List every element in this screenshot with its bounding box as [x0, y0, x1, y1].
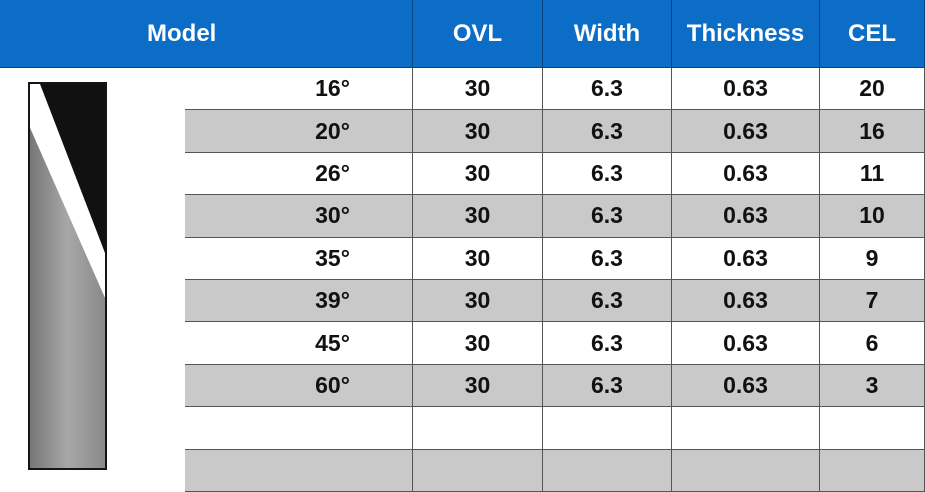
data-cell: 30: [413, 152, 543, 196]
empty-cell: [543, 449, 672, 492]
data-cell: 30: [413, 195, 543, 238]
data-cell: 30: [413, 110, 543, 153]
data-cell: 30: [413, 364, 543, 408]
data-cell: 7: [820, 280, 925, 323]
model-cell: 20°: [185, 110, 413, 153]
data-cell: 3: [820, 364, 925, 408]
data-cell: 6: [820, 322, 925, 365]
data-cell: 30: [413, 237, 543, 280]
data-cell: 30: [413, 280, 543, 323]
empty-cell: [672, 449, 820, 492]
data-cell: 0.63: [672, 152, 820, 196]
empty-cell: [820, 407, 925, 450]
data-cell: 30: [413, 68, 543, 111]
header-cell: Model: [0, 0, 413, 68]
empty-cell: [413, 407, 543, 450]
empty-cell: [543, 407, 672, 450]
data-cell: 0.63: [672, 280, 820, 323]
data-cell: 20: [820, 68, 925, 111]
data-cell: 0.63: [672, 195, 820, 238]
empty-cell: [413, 449, 543, 492]
data-cell: 16: [820, 110, 925, 153]
data-cell: 0.63: [672, 322, 820, 365]
header-cell: OVL: [413, 0, 543, 68]
header-cell: Width: [543, 0, 672, 68]
data-cell: 0.63: [672, 110, 820, 153]
header-cell: Thickness: [672, 0, 820, 68]
data-cell: 6.3: [543, 68, 672, 111]
model-cell: 60°: [185, 364, 413, 408]
empty-cell: [185, 449, 413, 492]
data-cell: 0.63: [672, 68, 820, 111]
empty-cell: [820, 449, 925, 492]
model-cell: 30°: [185, 195, 413, 238]
blade-image: [28, 82, 107, 470]
model-cell: 39°: [185, 280, 413, 323]
data-cell: 6.3: [543, 152, 672, 196]
data-cell: 6.3: [543, 280, 672, 323]
data-cell: 0.63: [672, 237, 820, 280]
data-cell: 0.63: [672, 364, 820, 408]
header-cell: CEL: [820, 0, 925, 68]
model-cell: 35°: [185, 237, 413, 280]
data-cell: 6.3: [543, 322, 672, 365]
data-cell: 6.3: [543, 195, 672, 238]
data-cell: 6.3: [543, 110, 672, 153]
data-cell: 6.3: [543, 237, 672, 280]
data-cell: 11: [820, 152, 925, 196]
data-cell: 6.3: [543, 364, 672, 408]
data-cell: 10: [820, 195, 925, 238]
empty-cell: [672, 407, 820, 450]
empty-cell: [185, 407, 413, 450]
model-cell: 16°: [185, 68, 413, 111]
data-cell: 9: [820, 237, 925, 280]
data-cell: 30: [413, 322, 543, 365]
model-cell: 45°: [185, 322, 413, 365]
model-cell: 26°: [185, 152, 413, 196]
